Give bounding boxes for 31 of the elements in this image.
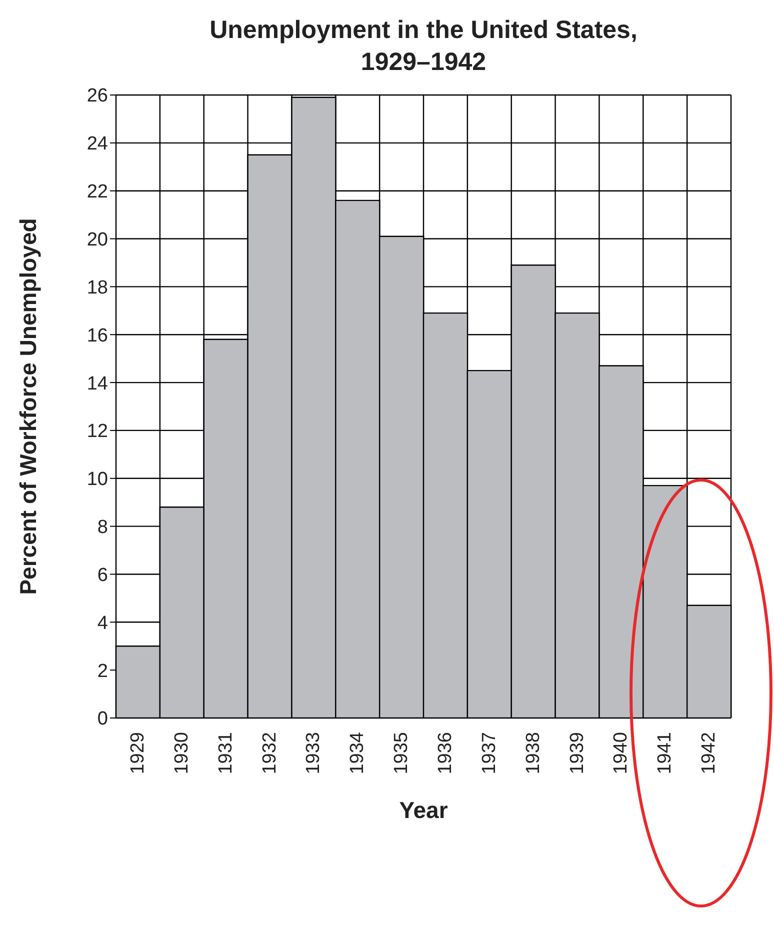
y-tick-label: 8	[97, 517, 108, 538]
x-tick-label: 1934	[347, 732, 368, 774]
y-tick-label: 24	[86, 134, 108, 155]
y-tick-label: 20	[86, 230, 108, 251]
y-tick-label: 2	[97, 660, 108, 682]
x-tick-label: 1938	[522, 732, 544, 774]
x-tick-label: 1942	[698, 732, 720, 774]
chart-title: Unemployment in the United States, 1929–1942	[208, 15, 638, 78]
y-tick-label: 12	[86, 421, 108, 442]
y-tick-label: 0	[97, 708, 108, 730]
y-axis-title: Percent of Workforce Unemployed	[15, 218, 42, 595]
x-tick-label: 1937	[478, 732, 500, 774]
y-tick-label: 22	[86, 182, 108, 203]
y-tick-label: 14	[86, 373, 108, 394]
x-tick-label: 1940	[610, 732, 632, 774]
x-tick-label: 1941	[654, 732, 676, 774]
x-tick-label: 1935	[391, 732, 412, 774]
x-tick-label: 1939	[566, 732, 588, 774]
x-tick-label: 1931	[215, 732, 236, 774]
y-tick-label: 18	[86, 277, 108, 298]
y-tick-label: 26	[86, 86, 108, 107]
x-tick-label: 1936	[434, 732, 456, 774]
x-tick-label: 1932	[259, 732, 280, 774]
y-tick-label: 10	[86, 469, 108, 490]
x-tick-label: 1933	[303, 732, 324, 774]
y-tick-label: 4	[97, 612, 108, 634]
y-tick-label: 6	[97, 564, 108, 586]
x-axis-title: Year	[399, 797, 448, 823]
y-tick-label: 16	[86, 325, 108, 346]
x-tick-label: 1929	[127, 732, 148, 774]
x-tick-label: 1930	[171, 732, 192, 774]
